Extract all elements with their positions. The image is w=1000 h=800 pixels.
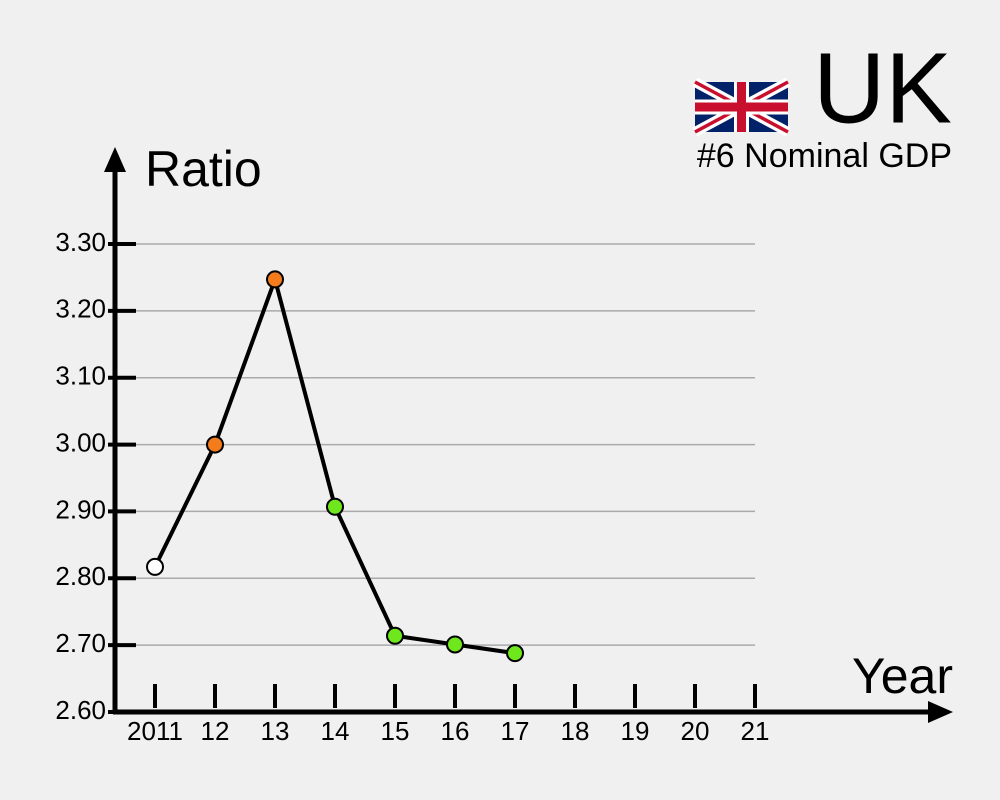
line [153, 277, 516, 656]
y-tick-label: 3.20 [55, 294, 106, 324]
x-tick-label: 20 [681, 716, 710, 746]
x-tick-label: 21 [741, 716, 770, 746]
point [206, 435, 224, 454]
y-tick-label: 2.70 [55, 628, 106, 658]
y-tick-label: 3.10 [55, 361, 106, 391]
point [326, 497, 344, 516]
x-tick-label: 18 [561, 716, 590, 746]
x-tick-label: 2011 [127, 716, 183, 746]
x-tick-label: 12 [201, 716, 230, 746]
axes [104, 147, 953, 723]
y-tick-label: 3.00 [55, 427, 106, 457]
y-tick-label: 2.80 [55, 561, 106, 591]
x-tick-label: 17 [501, 716, 530, 746]
plot [146, 270, 524, 663]
x-tick-label: 13 [261, 716, 290, 746]
chart-subtitle: #6 Nominal GDP [697, 137, 952, 175]
y-tick-label: 3.30 [55, 227, 106, 257]
point [266, 270, 284, 289]
point [446, 635, 464, 654]
x-axis-label: Year [852, 648, 953, 704]
y-axis-label: Ratio [145, 141, 262, 197]
point [386, 626, 404, 645]
chart-title: UK [813, 32, 952, 144]
x-tick-label: 19 [621, 716, 650, 746]
x-tick-label: 14 [321, 716, 350, 746]
point [506, 644, 524, 663]
x-tick-label: 15 [381, 716, 410, 746]
y-tick-label: 2.60 [55, 695, 106, 725]
point [146, 557, 164, 576]
x-tick-label: 16 [441, 716, 470, 746]
uk-flag [692, 77, 791, 137]
y-tick-label: 2.90 [55, 494, 106, 524]
